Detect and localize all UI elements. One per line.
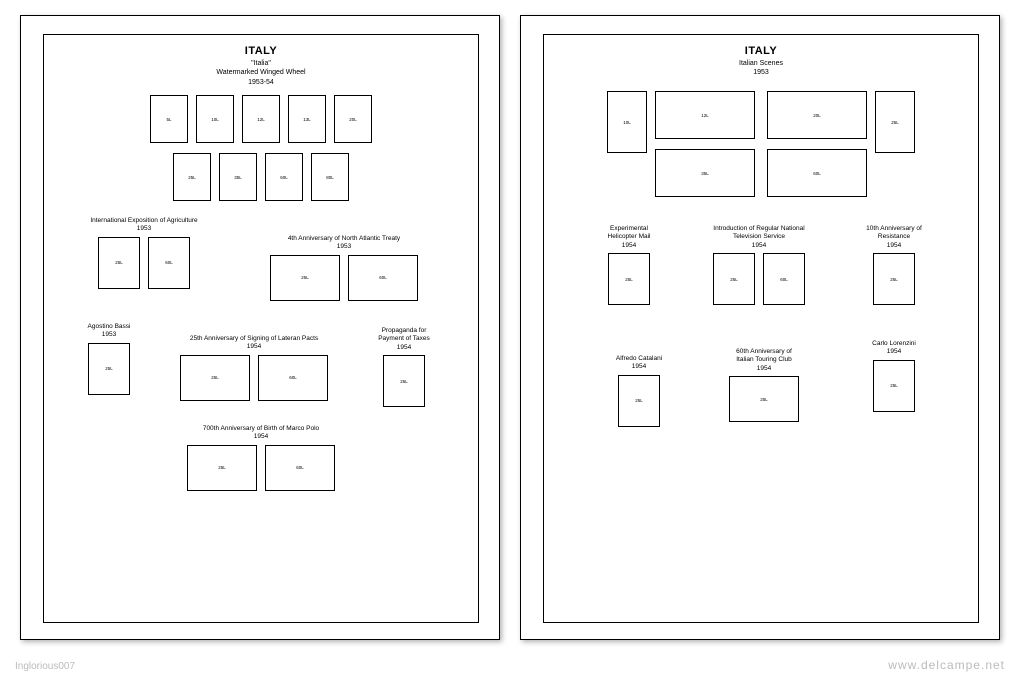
section-lorenzini: Carlo Lorenzini1954 25L <box>844 340 944 412</box>
stamp: 25L <box>98 237 140 289</box>
stamp: 12L <box>655 91 755 139</box>
title: Alfredo Catalani1954 <box>594 355 684 372</box>
scenes-subtitle: Italian Scenes 1953 <box>544 59 978 78</box>
watermark-right: www.delcampe.net <box>888 658 1005 672</box>
stamp: 25L <box>187 445 257 491</box>
country-title: ITALY <box>544 45 978 57</box>
section-lateran: 25th Anniversary of Signing of Lateran P… <box>164 335 344 401</box>
stamp: 25L <box>173 153 211 201</box>
row: 25L 60L <box>684 253 834 305</box>
section-resistance: 10th Anniversary ofResistance1954 25L <box>844 225 944 305</box>
stamp: 60L <box>258 355 328 401</box>
watermark-left: Inglorious007 <box>15 661 75 672</box>
title: Introduction of Regular NationalTelevisi… <box>684 225 834 250</box>
y: 1953 <box>753 69 769 76</box>
row: 25L <box>584 253 674 305</box>
sub1: "Italia" <box>251 60 271 67</box>
stamp: 60L <box>148 237 190 289</box>
title: 700th Anniversary of Birth of Marco Polo… <box>44 425 478 442</box>
row2: 25L 35L 60L 80L <box>44 153 478 201</box>
row1: 10L 12L 20L 35L 60L 25L <box>544 91 978 197</box>
stamp: 80L <box>311 153 349 201</box>
sub2: Watermarked Winged Wheel <box>216 69 305 76</box>
left-inner-frame: ITALY "Italia" Watermarked Winged Wheel … <box>43 34 479 623</box>
stamp: 25L <box>270 255 340 301</box>
stamp: 35L <box>655 149 755 197</box>
stamp: 20L <box>334 95 372 143</box>
section-helicopter: ExperimentalHelicopter Mail1954 25L <box>584 225 674 305</box>
row: 25L 60L <box>244 255 444 301</box>
section-agriculture: International Exposition of Agriculture1… <box>74 217 214 289</box>
section-marco-polo: 700th Anniversary of Birth of Marco Polo… <box>44 425 478 491</box>
title: 25th Anniversary of Signing of Lateran P… <box>164 335 344 352</box>
stamp: 25L <box>873 253 915 305</box>
row: 25L <box>74 343 144 395</box>
title: 4th Anniversary of North Atlantic Treaty… <box>244 235 444 252</box>
title: Propaganda forPayment of Taxes1954 <box>364 327 444 352</box>
section-italia: 5L 10L 12L 13L 20L 25L 35L 60L 80L <box>44 95 478 201</box>
row: 25L <box>844 253 944 305</box>
stamp: 25L <box>729 376 799 422</box>
stamp: 5L <box>150 95 188 143</box>
stamp: 25L <box>875 91 915 153</box>
row1: 5L 10L 12L 13L 20L <box>44 95 478 143</box>
section-catalani: Alfredo Catalani1954 25L <box>594 355 684 427</box>
stamp: 10L <box>607 91 647 153</box>
stamp: 25L <box>618 375 660 427</box>
section-tv: Introduction of Regular NationalTelevisi… <box>684 225 834 305</box>
section-nato: 4th Anniversary of North Atlantic Treaty… <box>244 235 444 301</box>
t: Italian Scenes <box>739 60 783 67</box>
row: 25L 60L <box>44 445 478 491</box>
row: 25L 60L <box>74 237 214 289</box>
stamp: 25L <box>713 253 755 305</box>
section-scenes: 10L 12L 20L 35L 60L 25L <box>544 91 978 197</box>
stamp: 13L <box>288 95 326 143</box>
stamp: 25L <box>608 253 650 305</box>
stamp: 25L <box>180 355 250 401</box>
stamp: 10L <box>196 95 234 143</box>
section-touring: 60th Anniversary ofItalian Touring Club1… <box>699 348 829 422</box>
stamp: 60L <box>767 149 867 197</box>
stamp: 60L <box>265 153 303 201</box>
title: ExperimentalHelicopter Mail1954 <box>584 225 674 250</box>
page-spread: ITALY "Italia" Watermarked Winged Wheel … <box>0 0 1020 655</box>
row: 25L <box>594 375 684 427</box>
stamp: 12L <box>242 95 280 143</box>
stamp: 20L <box>767 91 867 139</box>
row: 25L 60L <box>164 355 344 401</box>
sub3: 1953-54 <box>248 79 274 86</box>
stamp: 25L <box>88 343 130 395</box>
right-inner-frame: ITALY Italian Scenes 1953 10L 12L 20L 35… <box>543 34 979 623</box>
title: International Exposition of Agriculture1… <box>74 217 214 234</box>
left-page: ITALY "Italia" Watermarked Winged Wheel … <box>20 15 500 640</box>
title: Carlo Lorenzini1954 <box>844 340 944 357</box>
stamp: 60L <box>763 253 805 305</box>
row: 25L <box>364 355 444 407</box>
title: Agostino Bassi1953 <box>74 323 144 340</box>
stamp: 25L <box>383 355 425 407</box>
title: 10th Anniversary ofResistance1954 <box>844 225 944 250</box>
right-page: ITALY Italian Scenes 1953 10L 12L 20L 35… <box>520 15 1000 640</box>
italia-subtitle: "Italia" Watermarked Winged Wheel 1953-5… <box>44 59 478 87</box>
stamp: 60L <box>348 255 418 301</box>
title: 60th Anniversary ofItalian Touring Club1… <box>699 348 829 373</box>
section-bassi: Agostino Bassi1953 25L <box>74 323 144 395</box>
section-taxes: Propaganda forPayment of Taxes1954 25L <box>364 327 444 407</box>
row: 25L <box>699 376 829 422</box>
stamp: 25L <box>873 360 915 412</box>
row: 25L <box>844 360 944 412</box>
country-title: ITALY <box>44 45 478 57</box>
stamp: 35L <box>219 153 257 201</box>
stamp: 60L <box>265 445 335 491</box>
